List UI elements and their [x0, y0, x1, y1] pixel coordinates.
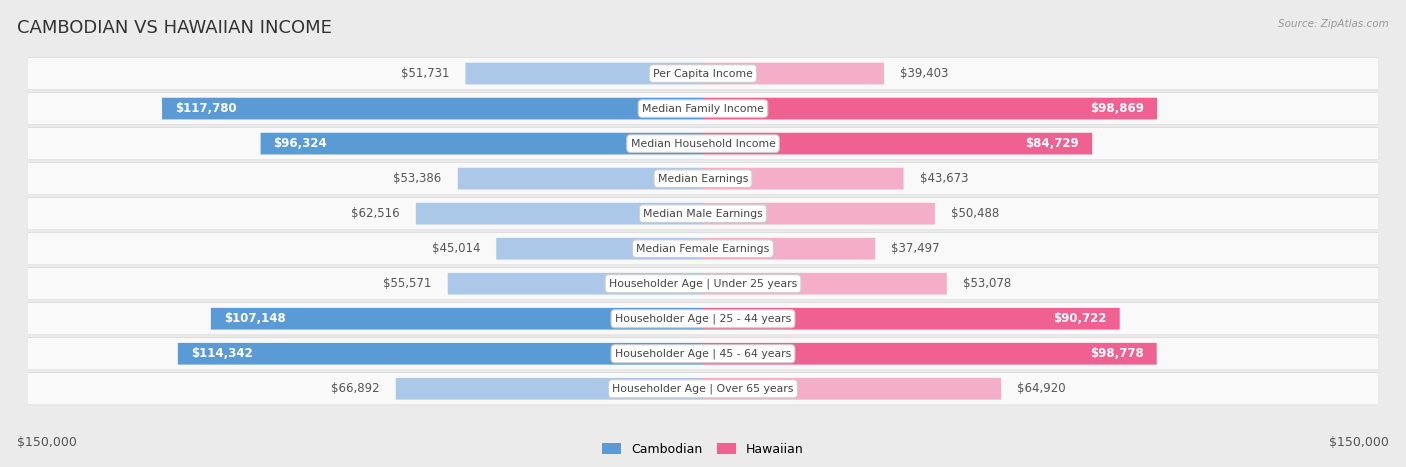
FancyBboxPatch shape [211, 308, 703, 330]
FancyBboxPatch shape [260, 133, 703, 155]
Text: $53,386: $53,386 [394, 172, 441, 185]
Text: $114,342: $114,342 [191, 347, 253, 360]
Text: Householder Age | Under 25 years: Householder Age | Under 25 years [609, 278, 797, 289]
Text: Median Earnings: Median Earnings [658, 174, 748, 184]
FancyBboxPatch shape [28, 163, 1378, 194]
Text: Householder Age | Over 65 years: Householder Age | Over 65 years [612, 383, 794, 394]
FancyBboxPatch shape [28, 198, 1378, 229]
FancyBboxPatch shape [28, 372, 1378, 405]
Text: $50,488: $50,488 [950, 207, 1000, 220]
FancyBboxPatch shape [28, 58, 1378, 89]
Text: Householder Age | 45 - 64 years: Householder Age | 45 - 64 years [614, 348, 792, 359]
FancyBboxPatch shape [703, 378, 1001, 400]
Text: $107,148: $107,148 [224, 312, 285, 325]
FancyBboxPatch shape [28, 302, 1378, 335]
FancyBboxPatch shape [416, 203, 703, 225]
Text: $43,673: $43,673 [920, 172, 969, 185]
Text: Median Household Income: Median Household Income [630, 139, 776, 149]
Text: Source: ZipAtlas.com: Source: ZipAtlas.com [1278, 19, 1389, 28]
Text: Householder Age | 25 - 44 years: Householder Age | 25 - 44 years [614, 313, 792, 324]
Text: $53,078: $53,078 [963, 277, 1011, 290]
FancyBboxPatch shape [177, 343, 703, 365]
FancyBboxPatch shape [28, 127, 1378, 160]
Text: $45,014: $45,014 [432, 242, 481, 255]
Text: Median Male Earnings: Median Male Earnings [643, 209, 763, 219]
Text: Median Family Income: Median Family Income [643, 104, 763, 113]
Text: $150,000: $150,000 [1329, 436, 1389, 449]
Legend: Cambodian, Hawaiian: Cambodian, Hawaiian [598, 438, 808, 461]
FancyBboxPatch shape [703, 98, 1157, 120]
FancyBboxPatch shape [458, 168, 703, 190]
FancyBboxPatch shape [28, 57, 1378, 90]
Text: $96,324: $96,324 [273, 137, 328, 150]
Text: CAMBODIAN VS HAWAIIAN INCOME: CAMBODIAN VS HAWAIIAN INCOME [17, 19, 332, 37]
FancyBboxPatch shape [703, 168, 904, 190]
FancyBboxPatch shape [28, 162, 1378, 195]
FancyBboxPatch shape [28, 197, 1378, 230]
FancyBboxPatch shape [703, 308, 1119, 330]
FancyBboxPatch shape [28, 232, 1378, 265]
Text: Per Capita Income: Per Capita Income [652, 69, 754, 78]
FancyBboxPatch shape [703, 273, 946, 295]
Text: Median Female Earnings: Median Female Earnings [637, 244, 769, 254]
Text: $84,729: $84,729 [1025, 137, 1080, 150]
Text: $62,516: $62,516 [352, 207, 399, 220]
FancyBboxPatch shape [703, 63, 884, 85]
FancyBboxPatch shape [465, 63, 703, 85]
Text: $98,778: $98,778 [1090, 347, 1144, 360]
FancyBboxPatch shape [703, 238, 875, 260]
Text: $37,497: $37,497 [891, 242, 941, 255]
FancyBboxPatch shape [28, 337, 1378, 370]
FancyBboxPatch shape [28, 233, 1378, 264]
Text: $66,892: $66,892 [330, 382, 380, 395]
Text: $150,000: $150,000 [17, 436, 77, 449]
Text: $90,722: $90,722 [1053, 312, 1107, 325]
FancyBboxPatch shape [28, 303, 1378, 334]
FancyBboxPatch shape [28, 93, 1378, 124]
Text: $39,403: $39,403 [900, 67, 949, 80]
FancyBboxPatch shape [447, 273, 703, 295]
FancyBboxPatch shape [28, 338, 1378, 369]
Text: $64,920: $64,920 [1018, 382, 1066, 395]
Text: $117,780: $117,780 [174, 102, 236, 115]
FancyBboxPatch shape [28, 267, 1378, 300]
FancyBboxPatch shape [703, 343, 1157, 365]
Text: $98,869: $98,869 [1090, 102, 1144, 115]
FancyBboxPatch shape [395, 378, 703, 400]
FancyBboxPatch shape [28, 268, 1378, 299]
FancyBboxPatch shape [703, 203, 935, 225]
Text: $51,731: $51,731 [401, 67, 450, 80]
FancyBboxPatch shape [28, 128, 1378, 159]
FancyBboxPatch shape [162, 98, 703, 120]
FancyBboxPatch shape [703, 133, 1092, 155]
FancyBboxPatch shape [496, 238, 703, 260]
FancyBboxPatch shape [28, 92, 1378, 125]
Text: $55,571: $55,571 [384, 277, 432, 290]
FancyBboxPatch shape [28, 373, 1378, 404]
